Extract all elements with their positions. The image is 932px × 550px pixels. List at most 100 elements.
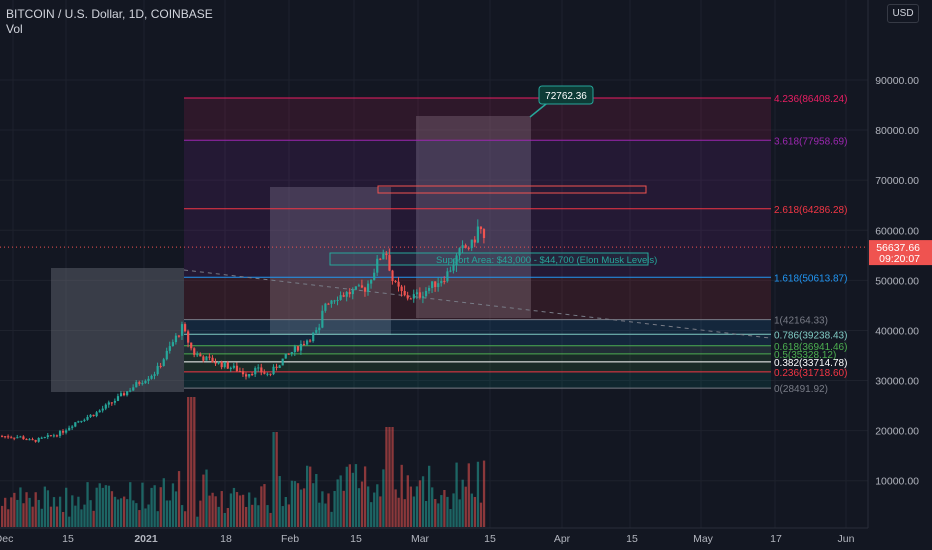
candle-body (287, 353, 290, 355)
candle-body (467, 247, 470, 249)
candle-body (363, 287, 367, 292)
candle-body (95, 412, 98, 417)
volume-bar (373, 492, 376, 527)
symbol-title[interactable]: BITCOIN / U.S. Dollar, 1D, COINBASE (6, 7, 213, 21)
fib-band (184, 353, 771, 362)
fib-band (184, 361, 771, 372)
candle-body (208, 356, 211, 358)
volume-bar (336, 479, 339, 527)
time-axis-label: Dec (0, 533, 13, 545)
candle-body (315, 330, 318, 333)
time-axis-label: 18 (220, 533, 232, 545)
volume-bar (123, 496, 126, 527)
fib-band (184, 140, 771, 209)
candle-body (110, 402, 113, 404)
volume-bar (110, 491, 114, 527)
volume-bar (391, 427, 394, 527)
candle-body (397, 281, 400, 287)
candle-body (16, 437, 19, 439)
volume-bar (342, 490, 345, 527)
candle-body (254, 368, 257, 375)
time-axis: Dec 15 2021 18 Feb 15 Mar 15 Apr 15 May 17 Jun (0, 527, 932, 550)
volume-bar (440, 495, 443, 527)
volume-bar (98, 483, 101, 527)
time-axis-label: Apr (554, 533, 571, 545)
candle-body (153, 374, 156, 376)
currency-button[interactable]: USD (887, 4, 919, 23)
volume-bar (55, 506, 59, 527)
volume-bar (363, 466, 367, 527)
time-axis-label: 17 (770, 533, 782, 545)
candle-body (248, 374, 251, 377)
volume-bar (31, 506, 34, 527)
volume-bar (43, 486, 46, 527)
volume-bar (165, 500, 168, 527)
volume-bar (141, 482, 144, 527)
volume-bar (19, 487, 22, 527)
volume-bar (86, 482, 89, 527)
candle-body (345, 292, 348, 297)
trend-line (183, 269, 771, 339)
candle-body (217, 361, 220, 364)
volume-bar (357, 488, 361, 527)
volume-bar (156, 511, 159, 527)
volume-bar (202, 474, 205, 527)
candle-body (162, 359, 165, 366)
price-axis-label: 10000.00 (875, 476, 919, 488)
candle-body (251, 374, 254, 376)
candle-body (409, 298, 412, 300)
volume-bar (458, 499, 461, 527)
volume-bar (452, 493, 455, 527)
candle-body (400, 286, 403, 292)
volume-bar (58, 496, 62, 527)
candle-body (184, 324, 187, 332)
candle-body (461, 245, 464, 249)
candle-body (89, 414, 92, 417)
volume-indicator-label[interactable]: Vol (6, 22, 23, 36)
volume-bar (77, 496, 80, 527)
support-area-label: Support Area: $43,000 - $44,700 (Elon Mu… (436, 255, 657, 266)
candle-body (129, 390, 132, 392)
volume-bar (223, 512, 226, 527)
candle-body (479, 226, 483, 230)
candle-body (144, 380, 147, 384)
volume-bar (150, 487, 153, 527)
candle-body (312, 332, 315, 342)
volume-bar (324, 503, 327, 527)
candle-body (119, 393, 123, 397)
volume-bar (101, 487, 104, 527)
volume-bar (34, 492, 37, 527)
candle-body (272, 366, 275, 375)
volume-bar (269, 512, 272, 527)
fib-level-label: 0.618(36941.46) (774, 342, 847, 353)
candle-body (171, 342, 174, 347)
volume-series (1, 397, 486, 527)
volume-bar (241, 494, 245, 527)
candle-body (52, 435, 56, 437)
candle-body (321, 310, 324, 328)
time-axis-label: 15 (62, 533, 74, 545)
candle-body (123, 393, 126, 396)
volume-bar (159, 487, 162, 527)
volume-bar (482, 460, 486, 527)
candle-body (113, 400, 117, 403)
volume-bar (83, 504, 86, 527)
volume-bar (339, 475, 342, 527)
volume-bar (65, 487, 68, 527)
fib-band (184, 97, 771, 141)
volume-bar (46, 490, 50, 527)
candle-body (290, 352, 293, 354)
candle-body (116, 396, 120, 401)
fib-level-label: 0.236(31718.60) (774, 368, 847, 379)
fib-band (184, 371, 771, 389)
candle-body (275, 366, 278, 368)
candle-body (187, 331, 190, 343)
candle-body (370, 279, 373, 284)
volume-bar (184, 511, 187, 527)
volume-bar (138, 510, 141, 527)
volume-bar (306, 465, 309, 527)
volume-bar (25, 492, 28, 527)
volume-bar (235, 492, 239, 527)
